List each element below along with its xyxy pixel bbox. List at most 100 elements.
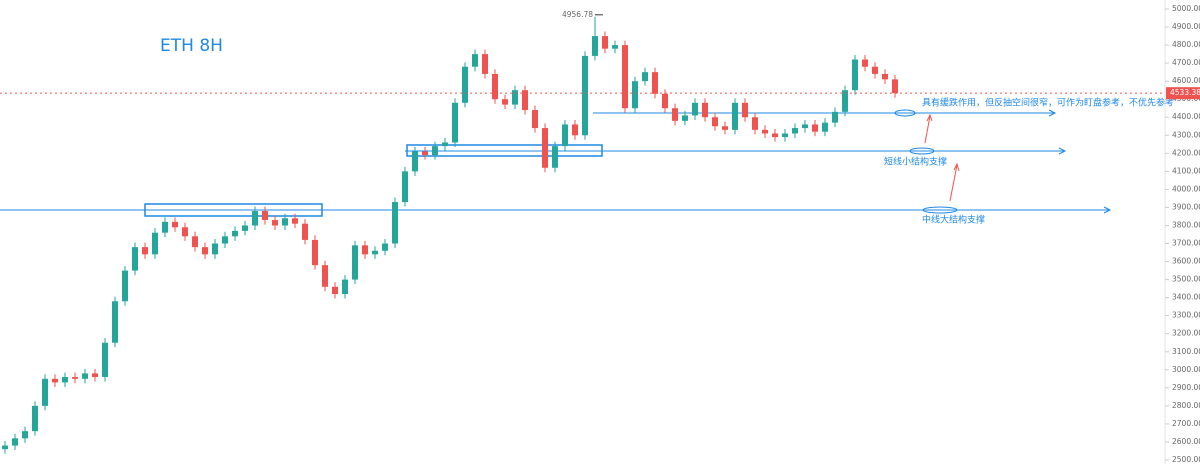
- candle-body: [782, 133, 788, 138]
- candle-body: [882, 73, 888, 80]
- candle-body: [152, 232, 158, 255]
- marker: [922, 206, 958, 214]
- candle-body: [32, 405, 38, 432]
- arrow: [924, 115, 931, 144]
- candle-body: [302, 223, 308, 240]
- candle-body: [652, 72, 658, 94]
- y-tick-label: 3700.00: [1172, 239, 1200, 248]
- candle-body: [82, 373, 88, 379]
- candle-body: [222, 236, 228, 244]
- candle-body: [602, 36, 608, 49]
- candle-body: [232, 230, 238, 237]
- candle-body: [202, 247, 208, 255]
- drawings: [0, 109, 1112, 217]
- y-tick-label: 3500.00: [1172, 275, 1200, 284]
- candle-body: [712, 117, 718, 127]
- y-tick-label: 3300.00: [1172, 311, 1200, 320]
- candle-body: [672, 108, 678, 121]
- candle-body: [422, 151, 428, 156]
- candle-body: [892, 79, 898, 94]
- y-tick-label: 4300.00: [1172, 130, 1200, 139]
- y-tick-label: 3600.00: [1172, 257, 1200, 266]
- arrows: [924, 113, 960, 202]
- candle-body: [322, 265, 328, 287]
- candle-body: [492, 73, 498, 100]
- candle-body: [812, 124, 818, 132]
- y-tick-label: 4200.00: [1172, 148, 1200, 157]
- candle-body: [342, 279, 348, 295]
- candle-body: [352, 245, 358, 280]
- candle-body: [412, 151, 418, 172]
- candle-body: [22, 431, 28, 439]
- candle-body: [142, 247, 148, 255]
- y-tick-label: 3200.00: [1172, 329, 1200, 338]
- candle-body: [512, 90, 518, 105]
- candle-body: [632, 81, 638, 109]
- candle-body: [472, 54, 478, 67]
- candle-body: [522, 90, 528, 111]
- last-price-tag: [1166, 87, 1200, 100]
- candle-body: [112, 301, 118, 343]
- y-tick-label: 4000.00: [1172, 184, 1200, 193]
- candle-body: [662, 93, 668, 109]
- y-tick-label: 2500.00: [1172, 455, 1200, 464]
- candle-body: [252, 211, 258, 226]
- candle-body: [862, 59, 868, 67]
- high-label: 4956.78: [562, 10, 593, 19]
- candle-body: [162, 221, 168, 233]
- candle-body: [592, 36, 598, 56]
- y-tick-label: 2800.00: [1172, 401, 1200, 410]
- candle-body: [822, 122, 828, 132]
- y-tick-label: 2700.00: [1172, 419, 1200, 428]
- candle-body: [702, 102, 708, 118]
- arrow-head: [1048, 109, 1112, 214]
- candle-body: [552, 146, 558, 168]
- candle-body: [312, 239, 318, 266]
- candle-body: [132, 247, 138, 271]
- marker: [909, 147, 935, 155]
- candle-body: [42, 378, 48, 406]
- candle-body: [462, 66, 468, 103]
- candle-body: [562, 124, 568, 147]
- candle-body: [732, 102, 738, 130]
- candle-body: [612, 45, 618, 49]
- candle-body: [72, 377, 78, 379]
- candle-body: [2, 445, 8, 450]
- candle-body: [102, 342, 108, 378]
- candle-body: [582, 55, 588, 136]
- y-tick-label: 2900.00: [1172, 383, 1200, 392]
- candle-body: [392, 202, 398, 244]
- y-tick-label: 4800.00: [1172, 40, 1200, 49]
- candle-body: [182, 227, 188, 237]
- candle-body: [52, 378, 58, 383]
- candle-body: [772, 133, 778, 138]
- candle-body: [452, 102, 458, 143]
- candle-body: [242, 225, 248, 231]
- annotation: 具有缓跌作用，但反抽空间很窄，可作为盯盘参考，不优先参考: [922, 97, 1174, 109]
- candle-body: [272, 220, 278, 226]
- y-tick-label: 4700.00: [1172, 58, 1200, 67]
- candle-body: [572, 124, 578, 136]
- candle-body: [122, 270, 128, 302]
- candle-body: [292, 218, 298, 224]
- candle-body: [542, 128, 548, 168]
- candle-body: [12, 438, 18, 446]
- candle-body: [62, 377, 68, 383]
- candle-body: [442, 142, 448, 147]
- y-tick-label: 4100.00: [1172, 166, 1200, 175]
- candle-body: [832, 111, 838, 123]
- last-price-label: 4533.38: [1170, 88, 1200, 97]
- candle-body: [332, 286, 338, 295]
- candle-body: [642, 72, 648, 82]
- candle-body: [282, 218, 288, 226]
- y-tick-label: 4900.00: [1172, 22, 1200, 31]
- y-tick-label: 3000.00: [1172, 365, 1200, 374]
- candle-body: [682, 115, 688, 121]
- y-tick-label: 3900.00: [1172, 202, 1200, 211]
- y-tick-label: 3400.00: [1172, 293, 1200, 302]
- arrow-head: [926, 113, 933, 122]
- candle-body: [192, 236, 198, 248]
